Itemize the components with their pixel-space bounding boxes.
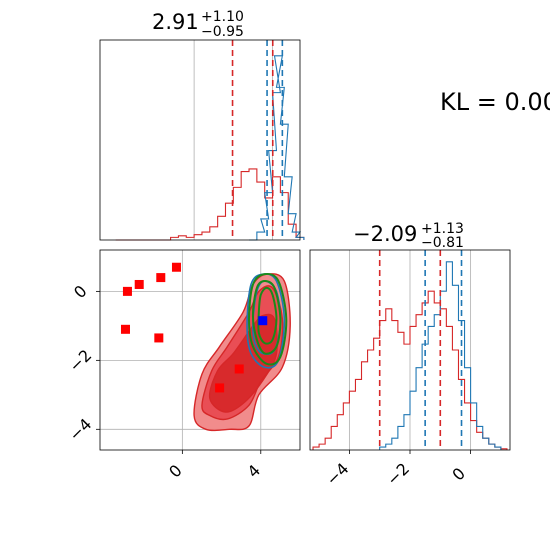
green-density-contour [248, 272, 288, 366]
bottom-right-histogram-title: −2.09 [353, 222, 417, 246]
green-density-contour [257, 286, 278, 345]
top-left-title-upper-error: +1.10 [201, 9, 244, 25]
bottom-right-histogram-quantile-lines [378, 250, 463, 450]
y-tick-label: 0 [70, 281, 91, 302]
x-tick-label: 0 [448, 464, 469, 485]
top-left-histogram-background [100, 40, 300, 240]
red-square-marker [122, 286, 132, 296]
bottom-left-markers [120, 262, 268, 393]
x-tick-label: −4 [322, 459, 352, 489]
red-square-marker [134, 279, 144, 289]
x-tick-label: −2 [383, 459, 413, 489]
y-tick-label: −2 [65, 346, 95, 376]
x-tick-label: 4 [244, 461, 265, 482]
red-square-marker [215, 383, 225, 393]
bottom-left-scatter-frame [99, 249, 301, 451]
bottom-left-green-contours [248, 272, 288, 366]
red-square-marker [120, 324, 130, 334]
top-left-histogram-title: 2.91 [152, 10, 199, 34]
green-density-contour [251, 280, 282, 355]
top-left-histogram-frame [99, 39, 301, 241]
x-tick-label: 0 [165, 461, 186, 482]
bottom-right-title-upper-error: +1.13 [421, 221, 464, 237]
top-left-histogram-quantile-lines [231, 40, 284, 240]
bottom-right-title-value: −2.09 [353, 222, 417, 246]
bottom-right-x-ticks: −4 −2 0 [322, 450, 472, 489]
top-left-title-lower-error: −0.95 [201, 24, 244, 40]
red-square-marker [154, 333, 164, 343]
red-square-marker [171, 262, 181, 272]
red-square-marker [156, 273, 166, 283]
top-left-title-value: 2.91 [152, 10, 199, 34]
bottom-left-y-ticks: 0 −2 −4 [65, 281, 100, 445]
blue-density-contour [246, 273, 286, 369]
kl-divergence-label: KL = 0.00 [440, 88, 550, 116]
top-left-histogram-panel: 2.91 +1.10 −0.95 [99, 9, 305, 241]
y-tick-label: −4 [65, 415, 95, 445]
bottom-right-title-lower-error: −0.81 [421, 235, 464, 251]
red-square-marker [234, 364, 244, 374]
blue-square-marker [258, 316, 268, 326]
bottom-right-histogram-panel: −4 −2 0 −2.09 +1.13 −0.81 [309, 221, 511, 489]
